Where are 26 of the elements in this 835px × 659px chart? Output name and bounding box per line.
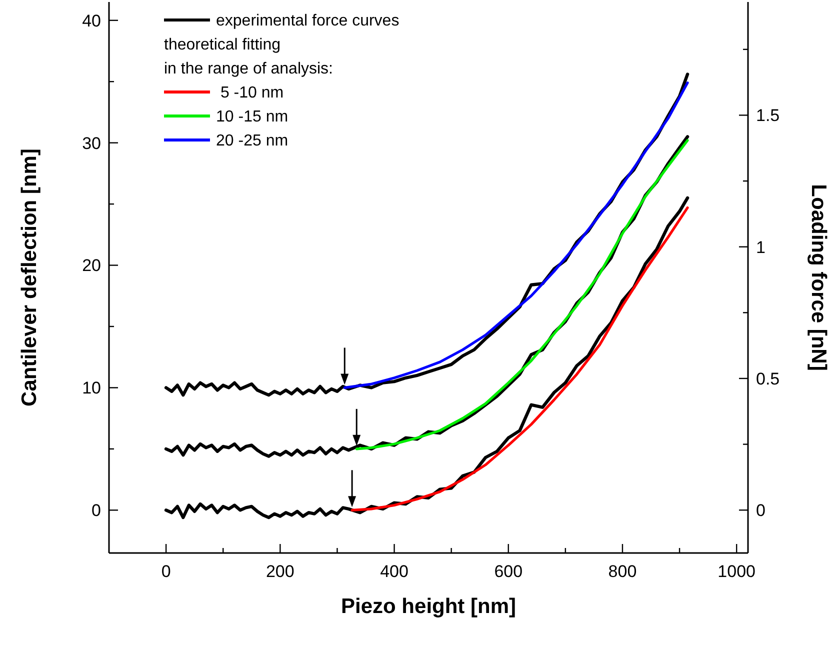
y-axis-title: Cantilever deflection [nm] xyxy=(18,148,41,406)
legend-label: 5 -10 nm xyxy=(216,84,284,102)
line-series xyxy=(350,206,689,512)
legend-label: 10 -15 nm xyxy=(216,108,288,126)
x-tick-label: 1000 xyxy=(718,562,756,581)
y2-tick-label: 1.5 xyxy=(756,106,780,126)
y2-tick-label: 1 xyxy=(756,238,766,257)
y-tick-label: 40 xyxy=(82,11,101,30)
x-tick-label: 0 xyxy=(161,562,171,581)
x-axis-title: Piezo height [nm] xyxy=(341,595,516,618)
line-series xyxy=(355,139,689,450)
y2-axis-title: Loading force [nN] xyxy=(807,184,830,371)
legend-label: experimental force curves xyxy=(216,12,400,30)
x-tick-label: 200 xyxy=(266,562,294,581)
y2-tick-label: 0 xyxy=(756,501,766,520)
y-tick-label: 10 xyxy=(82,378,101,398)
x-tick-label: 400 xyxy=(380,562,408,581)
y-tick-label: 0 xyxy=(92,501,101,520)
legend-label: 20 -25 nm xyxy=(216,132,288,150)
x-tick-label: 800 xyxy=(608,562,637,581)
line-series xyxy=(343,82,689,389)
y-tick-label: 20 xyxy=(82,256,101,276)
x-tick-label: 600 xyxy=(494,562,523,581)
legend-title: theoretical fitting in the range of analysis: xyxy=(164,36,333,78)
y-tick-label: 30 xyxy=(82,134,101,153)
y2-tick-label: 0.5 xyxy=(756,369,780,388)
